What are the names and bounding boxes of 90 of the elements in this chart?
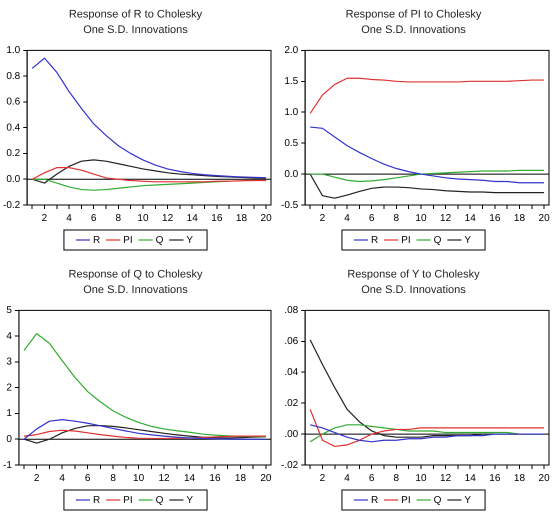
y-tick-label: 0 — [6, 434, 12, 445]
chart-subtitle: One S.D. Innovations — [83, 284, 188, 296]
x-tick-label: 8 — [116, 212, 122, 224]
x-tick-label: 6 — [368, 472, 375, 484]
x-tick-label: 20 — [260, 212, 272, 224]
x-tick-label: 20 — [538, 212, 550, 224]
x-tick-label: 18 — [514, 472, 526, 484]
y-tick-label: 0.4 — [6, 122, 21, 134]
x-tick-label: 2 — [320, 472, 326, 484]
x-tick-label: 4 — [344, 212, 350, 224]
x-tick-label: 20 — [260, 472, 272, 484]
y-tick-label: -0.2 — [2, 200, 21, 211]
y-tick-label: -0.5 — [280, 200, 299, 211]
y-tick-label: 0.2 — [6, 148, 21, 160]
x-tick-label: 14 — [186, 212, 198, 224]
y-tick-label: 0.0 — [6, 174, 21, 185]
legend-label: PI — [401, 234, 411, 246]
legend-label: Y — [186, 494, 194, 506]
x-tick-label: 6 — [90, 212, 97, 224]
x-tick-label: 2 — [34, 472, 40, 484]
y-tick-label: 3 — [6, 356, 12, 368]
x-tick-label: 16 — [489, 472, 501, 484]
x-tick-label: 12 — [158, 472, 170, 484]
chart-subtitle: One S.D. Innovations — [361, 284, 466, 296]
x-tick-label: 14 — [464, 472, 476, 484]
legend-label: R — [370, 234, 378, 246]
x-tick-label: 8 — [394, 212, 400, 224]
x-tick-label: 12 — [440, 212, 452, 224]
x-tick-label: 4 — [59, 472, 66, 484]
legend-label: Y — [464, 234, 472, 246]
x-tick-label: 6 — [368, 212, 375, 224]
x-tick-label: 8 — [110, 472, 116, 484]
y-tick-label: 1.0 — [284, 106, 299, 118]
x-tick-label: 4 — [344, 472, 350, 484]
x-tick-label: 14 — [184, 472, 196, 484]
chart-title: Response of PI to Cholesky — [346, 8, 482, 21]
y-tick-label: 0.6 — [6, 96, 21, 108]
legend-label: Q — [434, 494, 442, 506]
x-tick-label: 6 — [84, 472, 91, 484]
y-tick-label: 2 — [6, 382, 12, 394]
x-tick-label: 16 — [209, 472, 221, 484]
chart-title: Response of Q to Cholesky — [68, 268, 203, 281]
y-tick-label: -.02 — [280, 460, 299, 471]
legend-label: PI — [401, 494, 411, 506]
legend-label: R — [92, 234, 100, 246]
x-tick-label: 18 — [234, 472, 246, 484]
chart-subtitle: One S.D. Innovations — [361, 24, 466, 36]
legend-label: PI — [123, 494, 133, 506]
y-tick-label: .08 — [284, 305, 299, 316]
x-tick-label: 12 — [440, 472, 452, 484]
y-tick-label: 4 — [6, 330, 12, 342]
x-tick-label: 18 — [514, 212, 526, 224]
x-tick-label: 10 — [133, 472, 145, 484]
x-tick-label: 16 — [211, 212, 223, 224]
legend-label: Y — [186, 234, 194, 246]
y-tick-label: 1 — [6, 408, 12, 420]
x-tick-label: 14 — [464, 212, 476, 224]
y-tick-label: 0.5 — [284, 138, 299, 149]
y-tick-label: .02 — [284, 398, 299, 409]
y-tick-label: .00 — [284, 428, 299, 440]
y-tick-label: .04 — [284, 366, 299, 378]
x-tick-label: 18 — [236, 212, 248, 224]
x-tick-label: 12 — [162, 212, 174, 224]
x-tick-label: 10 — [415, 212, 427, 224]
y-tick-label: 0.8 — [6, 70, 21, 82]
x-tick-label: 2 — [320, 212, 326, 224]
legend-label: R — [370, 494, 378, 506]
y-tick-label: 5 — [6, 305, 12, 316]
y-tick-label: 1.0 — [6, 45, 21, 56]
y-tick-label: 1.5 — [284, 76, 299, 88]
x-tick-label: 20 — [538, 472, 550, 484]
legend-label: PI — [123, 234, 133, 246]
x-tick-label: 2 — [42, 212, 48, 224]
x-tick-label: 4 — [66, 212, 72, 224]
legend-label: Y — [464, 494, 472, 506]
legend-label: Q — [156, 494, 164, 506]
legend-label: Q — [156, 234, 164, 246]
legend-label: Q — [434, 234, 442, 246]
x-tick-label: 10 — [137, 212, 149, 224]
chart-subtitle: One S.D. Innovations — [83, 24, 188, 36]
legend-label: R — [92, 494, 100, 506]
y-tick-label: .06 — [284, 336, 299, 348]
chart-title: Response of R to Cholesky — [68, 8, 203, 21]
chart-title: Response of Y to Cholesky — [347, 268, 480, 281]
x-tick-label: 10 — [415, 472, 427, 484]
x-tick-label: 16 — [489, 212, 501, 224]
y-tick-label: -1 — [2, 460, 12, 471]
y-tick-label: 2.0 — [284, 45, 299, 56]
y-tick-label: 0.0 — [284, 168, 299, 180]
x-tick-label: 8 — [394, 472, 400, 484]
